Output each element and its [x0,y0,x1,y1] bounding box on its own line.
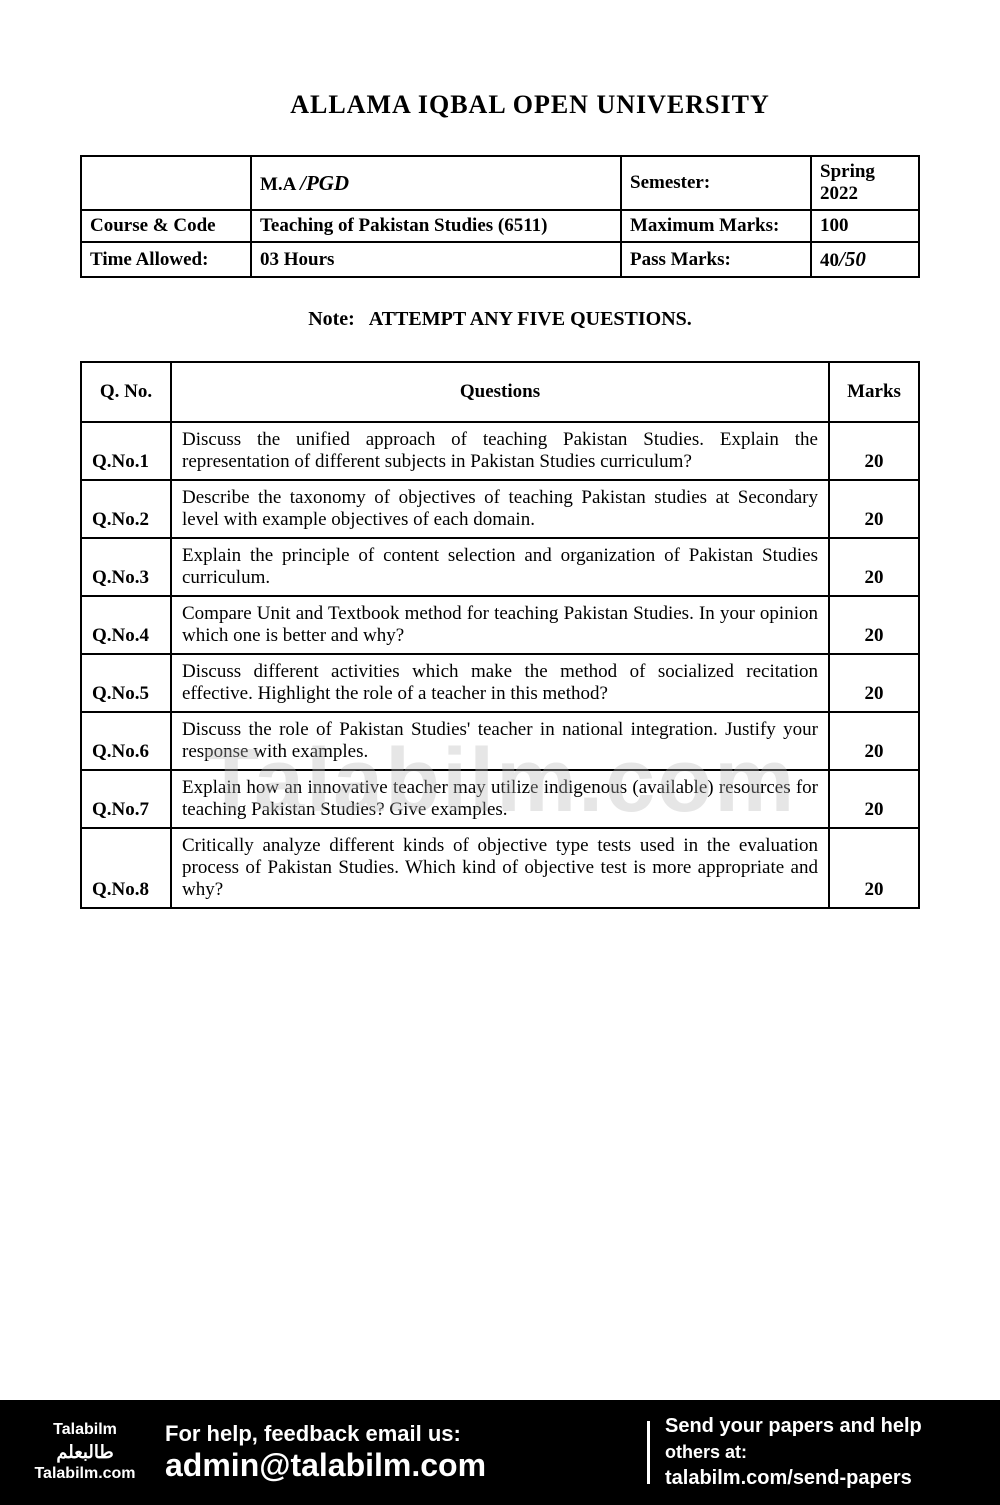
time-label: Time Allowed: [81,242,251,277]
info-table: M.A /PGD Semester: Spring 2022 Course & … [80,155,920,278]
question-marks: 20 [829,828,919,908]
question-text: Discuss the unified approach of teaching… [171,422,829,480]
table-row: Q.No.6Discuss the role of Pakistan Studi… [81,712,919,770]
question-marks: 20 [829,480,919,538]
note-prefix: Note: [308,308,355,330]
question-marks: 20 [829,422,919,480]
question-marks: 20 [829,770,919,828]
time-value: 03 Hours [251,242,621,277]
brand-en: Talabilm [20,1420,150,1441]
question-text: Discuss the role of Pakistan Studies' te… [171,712,829,770]
question-marks: 20 [829,654,919,712]
course-value: Teaching of Pakistan Studies (6511) [251,210,621,242]
send-line3: talabilm.com/send-papers [665,1467,980,1490]
semester-label: Semester: [621,156,811,210]
question-text: Describe the taxonomy of objectives of t… [171,480,829,538]
table-row: Q.No.8Critically analyze different kinds… [81,828,919,908]
question-number: Q.No.3 [81,538,171,596]
question-text: Critically analyze different kinds of ob… [171,828,829,908]
table-row: Q.No.7Explain how an innovative teacher … [81,770,919,828]
brand-site: Talabilm.com [20,1464,150,1485]
col-questions: Questions [171,362,829,422]
table-row: Q.No.5Discuss different activities which… [81,654,919,712]
pass-value-handwritten: /50 [839,247,866,271]
question-number: Q.No.2 [81,480,171,538]
send-line1: Send your papers and help [665,1415,980,1438]
course-label: Course & Code [81,210,251,242]
table-row: Q.No.2Describe the taxonomy of objective… [81,480,919,538]
question-text: Discuss different activities which make … [171,654,829,712]
col-marks: Marks [829,362,919,422]
footer-help: For help, feedback email us: admin@talab… [150,1421,650,1484]
question-text: Explain the principle of content selecti… [171,538,829,596]
note-text: ATTEMPT ANY FIVE QUESTIONS. [369,308,692,330]
question-number: Q.No.5 [81,654,171,712]
question-number: Q.No.4 [81,596,171,654]
table-row: Q.No.3Explain the principle of content s… [81,538,919,596]
page-title: ALLAMA IQBAL OPEN UNIVERSITY [140,90,920,120]
question-number: Q.No.1 [81,422,171,480]
question-marks: 20 [829,538,919,596]
question-marks: 20 [829,596,919,654]
degree-handwritten: /PGD [300,171,349,195]
help-line2: admin@talabilm.com [165,1447,632,1484]
help-line1: For help, feedback email us: [165,1421,632,1447]
question-number: Q.No.8 [81,828,171,908]
note: Note: ATTEMPT ANY FIVE QUESTIONS. [80,308,920,331]
pass-label: Pass Marks: [621,242,811,277]
question-number: Q.No.7 [81,770,171,828]
max-marks-label: Maximum Marks: [621,210,811,242]
col-qno: Q. No. [81,362,171,422]
degree-label: M.A [260,174,295,195]
question-marks: 20 [829,712,919,770]
questions-table: Q. No. Questions Marks Q.No.1Discuss the… [80,361,920,909]
question-text: Explain how an innovative teacher may ut… [171,770,829,828]
send-line2: others at: [665,1442,980,1463]
footer: Talabilm طالبعلم Talabilm.com For help, … [0,1400,1000,1505]
table-row: Q.No.4Compare Unit and Textbook method f… [81,596,919,654]
semester-value: Spring 2022 [811,156,919,210]
question-number: Q.No.6 [81,712,171,770]
table-row: Q.No.1Discuss the unified approach of te… [81,422,919,480]
max-marks-value: 100 [811,210,919,242]
brand-urdu: طالبعلم [20,1441,150,1464]
pass-value-printed: 40 [820,250,839,271]
question-text: Compare Unit and Textbook method for tea… [171,596,829,654]
footer-send: Send your papers and help others at: tal… [650,1415,980,1490]
footer-brand: Talabilm طالبعلم Talabilm.com [20,1420,150,1485]
